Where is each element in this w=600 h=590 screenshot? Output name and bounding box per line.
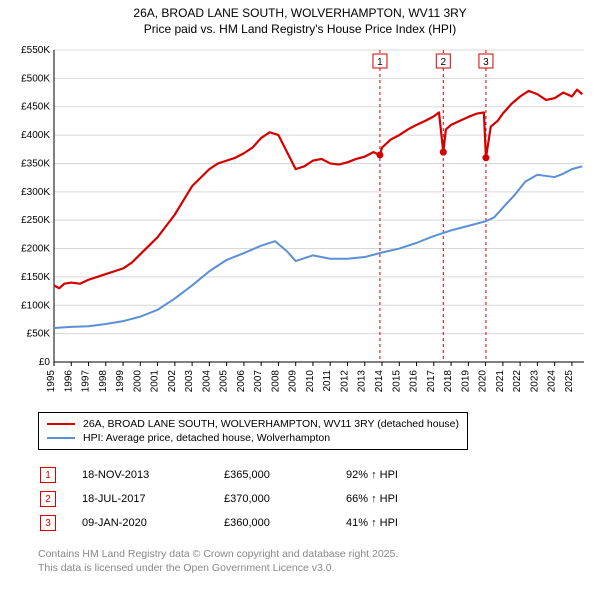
legend-row: 26A, BROAD LANE SOUTH, WOLVERHAMPTON, WV… [47, 417, 459, 431]
svg-text:2007: 2007 [253, 370, 264, 393]
svg-text:2020: 2020 [478, 370, 489, 393]
svg-text:£500K: £500K [21, 73, 50, 84]
sale-hpi: 92% ↑ HPI [346, 464, 466, 486]
sale-date: 09-JAN-2020 [82, 512, 222, 534]
svg-text:£550K: £550K [21, 45, 50, 56]
legend-label: 26A, BROAD LANE SOUTH, WOLVERHAMPTON, WV… [83, 418, 459, 430]
svg-text:2024: 2024 [547, 370, 558, 393]
svg-text:2013: 2013 [357, 370, 368, 393]
svg-text:£450K: £450K [21, 102, 50, 113]
marker-number-box: 2 [40, 491, 56, 507]
svg-text:2001: 2001 [150, 370, 161, 393]
svg-text:£50K: £50K [27, 329, 51, 340]
title-line2: Price paid vs. HM Land Registry's House … [0, 22, 600, 38]
marker-number-box: 1 [40, 467, 56, 483]
legend-label: HPI: Average price, detached house, Wolv… [83, 432, 330, 444]
legend-swatch [47, 437, 75, 439]
svg-text:2010: 2010 [305, 370, 316, 393]
svg-text:2015: 2015 [391, 370, 402, 393]
sale-date: 18-JUL-2017 [82, 488, 222, 510]
legend: 26A, BROAD LANE SOUTH, WOLVERHAMPTON, WV… [38, 412, 468, 450]
sale-price: £370,000 [224, 488, 344, 510]
svg-text:£300K: £300K [21, 187, 50, 198]
svg-text:1995: 1995 [46, 370, 57, 393]
footer-line1: Contains HM Land Registry data © Crown c… [38, 548, 398, 562]
svg-text:2018: 2018 [443, 370, 454, 393]
svg-text:2002: 2002 [167, 370, 178, 393]
svg-text:1997: 1997 [81, 370, 92, 393]
table-row: 1 18-NOV-2013£365,00092% ↑ HPI [40, 464, 466, 486]
footer-note: Contains HM Land Registry data © Crown c… [38, 548, 398, 575]
svg-text:2022: 2022 [512, 370, 523, 393]
svg-text:2004: 2004 [201, 370, 212, 393]
table-row: 3 09-JAN-2020£360,00041% ↑ HPI [40, 512, 466, 534]
svg-text:£200K: £200K [21, 244, 50, 255]
chart-container: 26A, BROAD LANE SOUTH, WOLVERHAMPTON, WV… [0, 0, 600, 590]
table-row: 2 18-JUL-2017£370,00066% ↑ HPI [40, 488, 466, 510]
svg-text:2017: 2017 [426, 370, 437, 393]
svg-text:2014: 2014 [374, 370, 385, 393]
svg-text:2012: 2012 [339, 370, 350, 393]
chart-svg: £0 £50K £100K £150K £200K £250K £300K £350K £400… [10, 44, 590, 404]
svg-text:2008: 2008 [270, 370, 281, 393]
sale-date: 18-NOV-2013 [82, 464, 222, 486]
legend-swatch [47, 423, 75, 425]
chart-title: 26A, BROAD LANE SOUTH, WOLVERHAMPTON, WV… [0, 0, 600, 37]
sale-hpi: 41% ↑ HPI [346, 512, 466, 534]
svg-text:2021: 2021 [495, 370, 506, 393]
svg-text:2005: 2005 [219, 370, 230, 393]
svg-text:2016: 2016 [409, 370, 420, 393]
svg-text:2: 2 [441, 57, 447, 68]
svg-text:2000: 2000 [132, 370, 143, 393]
svg-text:£400K: £400K [21, 130, 50, 141]
svg-text:2006: 2006 [236, 370, 247, 393]
svg-text:2019: 2019 [460, 370, 471, 393]
footer-line2: This data is licensed under the Open Gov… [38, 562, 398, 576]
sales-table: 1 18-NOV-2013£365,00092% ↑ HPI 2 18-JUL-201… [38, 462, 468, 536]
legend-row: HPI: Average price, detached house, Wolv… [47, 431, 459, 445]
svg-text:1996: 1996 [63, 370, 74, 393]
svg-text:2023: 2023 [529, 370, 540, 393]
svg-text:1998: 1998 [98, 370, 109, 393]
marker-number-box: 3 [40, 515, 56, 531]
svg-text:£150K: £150K [21, 272, 50, 283]
svg-text:1999: 1999 [115, 370, 126, 393]
svg-text:1: 1 [377, 57, 383, 68]
svg-text:£350K: £350K [21, 158, 50, 169]
svg-text:2003: 2003 [184, 370, 195, 393]
chart-area: £0 £50K £100K £150K £200K £250K £300K £350K £400… [10, 44, 590, 404]
svg-text:£100K: £100K [21, 300, 50, 311]
svg-text:3: 3 [483, 57, 489, 68]
sale-hpi: 66% ↑ HPI [346, 488, 466, 510]
svg-text:2009: 2009 [288, 370, 299, 393]
svg-text:£0: £0 [39, 357, 51, 368]
title-line1: 26A, BROAD LANE SOUTH, WOLVERHAMPTON, WV… [0, 6, 600, 22]
sale-price: £365,000 [224, 464, 344, 486]
svg-text:£250K: £250K [21, 215, 50, 226]
sale-price: £360,000 [224, 512, 344, 534]
svg-text:2011: 2011 [322, 370, 333, 392]
svg-text:2025: 2025 [564, 370, 575, 393]
